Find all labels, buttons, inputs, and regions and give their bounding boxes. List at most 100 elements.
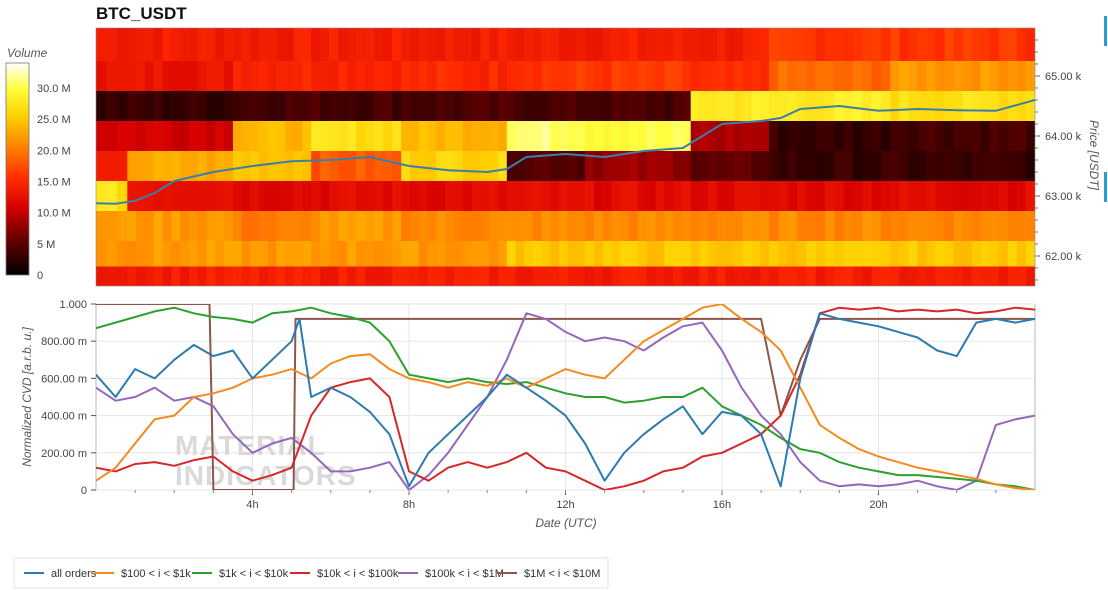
heatmap-cell [944, 181, 955, 212]
heatmap-cell [751, 121, 761, 152]
heatmap-cell [725, 61, 735, 92]
heatmap-cell [796, 211, 807, 242]
heatmap-cell [356, 266, 366, 286]
heatmap-cell [935, 121, 946, 152]
heatmap-cell [106, 266, 118, 286]
heatmap-cell [471, 91, 481, 122]
heatmap-cell [926, 151, 937, 182]
heatmap-cell [611, 121, 621, 152]
heatmap-cell [188, 241, 199, 267]
heatmap-cell [871, 181, 882, 212]
heatmap-cell [215, 266, 225, 286]
heatmap-cell [471, 266, 481, 286]
heatmap-cell [629, 181, 639, 212]
heatmap-cell [480, 266, 490, 286]
heatmap-cell [515, 121, 525, 152]
heatmap-cell [1025, 181, 1035, 212]
heatmap-cell [708, 266, 718, 286]
heatmap-cell [471, 61, 481, 92]
heatmap-cell [602, 61, 613, 92]
heatmap-cell [144, 211, 155, 242]
heatmap-cell [498, 61, 508, 92]
heatmap-cell [127, 211, 137, 242]
cvd-y-tick-label: 1.000 [59, 299, 87, 311]
heatmap-cell [453, 266, 464, 286]
heatmap-cell [593, 266, 604, 286]
heatmap-cell [980, 241, 991, 267]
heatmap-cell [880, 61, 891, 92]
heatmap-cell [824, 181, 835, 212]
heatmap-cell [815, 181, 826, 212]
heatmap-cell [806, 266, 817, 286]
heatmap-cell [453, 121, 464, 152]
heatmap-cell [576, 151, 586, 182]
heatmap-cell [953, 211, 964, 242]
heatmap-cell [276, 61, 286, 92]
cvd-series-line [96, 306, 1035, 490]
heatmap-cell [427, 151, 437, 182]
heatmap-cell [206, 266, 216, 286]
heatmap-cell [935, 91, 946, 122]
heatmap-cell [197, 28, 208, 62]
heatmap-cell [611, 181, 621, 212]
heatmap-cell [576, 61, 586, 92]
heatmap-cell [436, 181, 446, 212]
heatmap-cell [585, 181, 595, 212]
heatmap-cell [629, 121, 639, 152]
legend-item-label: $100k < i < $1M [425, 568, 504, 580]
heatmap-cell [106, 181, 118, 212]
heatmap-cell [329, 61, 339, 92]
heatmap-cell [917, 266, 928, 286]
heatmap-cell [162, 28, 172, 62]
heatmap-cell [673, 121, 683, 152]
heatmap-cell [576, 181, 586, 212]
heatmap-cell [418, 181, 429, 212]
colorbar-tick-label: 30.0 M [37, 83, 71, 95]
heatmap-cell [834, 28, 845, 62]
heatmap-cell [681, 121, 692, 152]
heatmap-cell [980, 61, 991, 92]
heatmap-cell [725, 121, 735, 152]
heatmap-cell [347, 121, 357, 152]
heatmap-cell [418, 211, 429, 242]
heatmap-cell [329, 181, 339, 212]
heatmap-cell [285, 121, 295, 152]
heatmap-cell [989, 61, 1000, 92]
price-tick-label: 65.00 k [1045, 71, 1082, 83]
heatmap-cell [751, 241, 761, 267]
heatmap-cell [664, 241, 674, 267]
heatmap-cell [311, 211, 321, 242]
heatmap-cell [180, 91, 190, 122]
heatmap-cell [276, 151, 286, 182]
heatmap-cell [453, 151, 464, 182]
heatmap-cell [127, 266, 137, 286]
heatmap-cell [224, 151, 234, 182]
heatmap-cell [673, 241, 683, 267]
heatmap-cell [778, 211, 789, 242]
heatmap-cell [917, 91, 928, 122]
heatmap-cell [241, 241, 251, 267]
heatmap-cell [180, 28, 190, 62]
heatmap-cell [787, 28, 798, 62]
heatmap-cell [250, 266, 260, 286]
heatmap-cell [524, 151, 534, 182]
heatmap-cell [871, 91, 882, 122]
heatmap-cell [224, 121, 234, 152]
heatmap-cell [356, 28, 366, 62]
heatmap-cell [267, 28, 278, 62]
heatmap-cell [926, 266, 937, 286]
heatmap-cell [532, 211, 543, 242]
heatmap-cell [401, 121, 411, 152]
heatmap-cell [127, 151, 137, 182]
heatmap-cell [365, 91, 375, 122]
heatmap-cell [989, 181, 1000, 212]
heatmap-cell [917, 211, 928, 242]
heatmap-cell [871, 241, 882, 267]
heatmap-cell [637, 121, 648, 152]
heatmap-cell [806, 61, 817, 92]
heatmap-cell [899, 151, 909, 182]
heatmap-cell [708, 241, 718, 267]
heatmap-cell [796, 241, 807, 267]
heatmap-cell [796, 181, 807, 212]
heatmap-cell [742, 28, 753, 62]
